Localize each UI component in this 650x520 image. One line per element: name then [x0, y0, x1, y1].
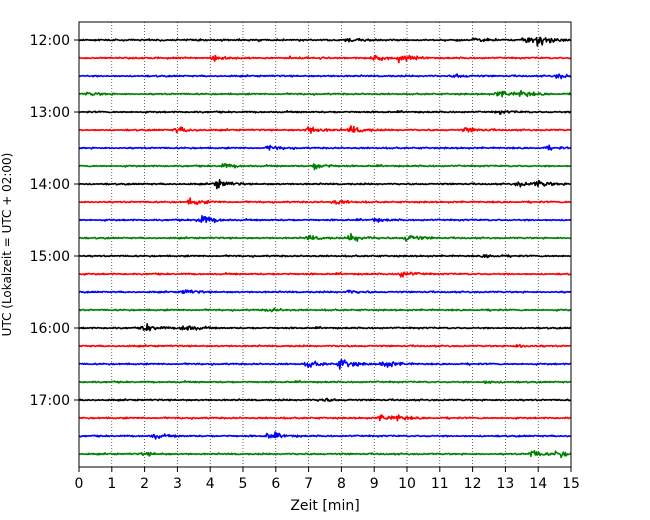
x-tick-label-10: 10 — [398, 476, 416, 492]
trace-13:30 — [78, 144, 572, 151]
trace-13:45 — [78, 163, 572, 171]
trace-16:45 — [78, 379, 572, 385]
y-tick-label-12:00: 12:00 — [30, 33, 70, 49]
y-tick-label-16:00: 16:00 — [30, 321, 70, 337]
x-tick-label-7: 7 — [304, 476, 313, 492]
trace-12:00 — [78, 36, 572, 47]
trace-14:15 — [78, 197, 572, 206]
x-tick-label-6: 6 — [271, 476, 280, 492]
trace-12:30 — [78, 73, 572, 80]
grid-lines — [111, 22, 539, 467]
x-tick-label-15: 15 — [562, 476, 580, 492]
trace-13:00 — [78, 109, 572, 115]
trace-15:15 — [78, 271, 572, 278]
y-tick-label-14:00: 14:00 — [30, 177, 70, 193]
trace-12:45 — [78, 89, 572, 98]
trace-16:30 — [78, 359, 572, 370]
y-tick-label-15:00: 15:00 — [30, 249, 70, 265]
y-tick-label-17:00: 17:00 — [30, 393, 70, 409]
trace-16:00 — [78, 323, 572, 332]
x-tick-label-12: 12 — [464, 476, 482, 492]
x-tick-label-3: 3 — [173, 476, 182, 492]
seismic-traces — [78, 36, 572, 459]
trace-17:00 — [78, 397, 572, 402]
trace-12:15 — [78, 54, 572, 64]
x-tick-label-5: 5 — [239, 476, 248, 492]
trace-15:30 — [78, 289, 572, 295]
x-axis-label: Zeit [min] — [290, 498, 359, 514]
x-tick-label-14: 14 — [529, 476, 547, 492]
trace-14:45 — [78, 232, 572, 242]
x-tick-label-1: 1 — [107, 476, 116, 492]
plot-frame — [78, 21, 572, 468]
x-tick-label-11: 11 — [431, 476, 449, 492]
y-axis-ticks: 12:00 13:00 14:00 15:00 16:00 17:00 — [30, 33, 79, 409]
y-tick-label-13:00: 13:00 — [30, 105, 70, 121]
trace-14:30 — [78, 215, 572, 224]
trace-15:45 — [78, 307, 572, 313]
trace-15:00 — [78, 254, 572, 259]
y-axis-label: UTC (Lokalzeit = UTC + 02:00) — [0, 153, 14, 337]
trace-13:15 — [78, 125, 572, 134]
x-tick-label-4: 4 — [206, 476, 215, 492]
x-tick-label-13: 13 — [496, 476, 514, 492]
trace-17:30 — [78, 431, 572, 440]
x-tick-label-9: 9 — [370, 476, 379, 492]
x-tick-label-0: 0 — [75, 476, 84, 492]
x-axis-ticks: 0 1 2 3 4 5 6 7 8 9 10 11 12 13 14 15 — [75, 467, 580, 492]
trace-17:45 — [78, 450, 572, 459]
x-tick-label-8: 8 — [337, 476, 346, 492]
trace-16:15 — [78, 343, 572, 349]
x-tick-label-2: 2 — [140, 476, 149, 492]
trace-14:00 — [78, 179, 572, 190]
trace-17:15 — [78, 414, 572, 422]
